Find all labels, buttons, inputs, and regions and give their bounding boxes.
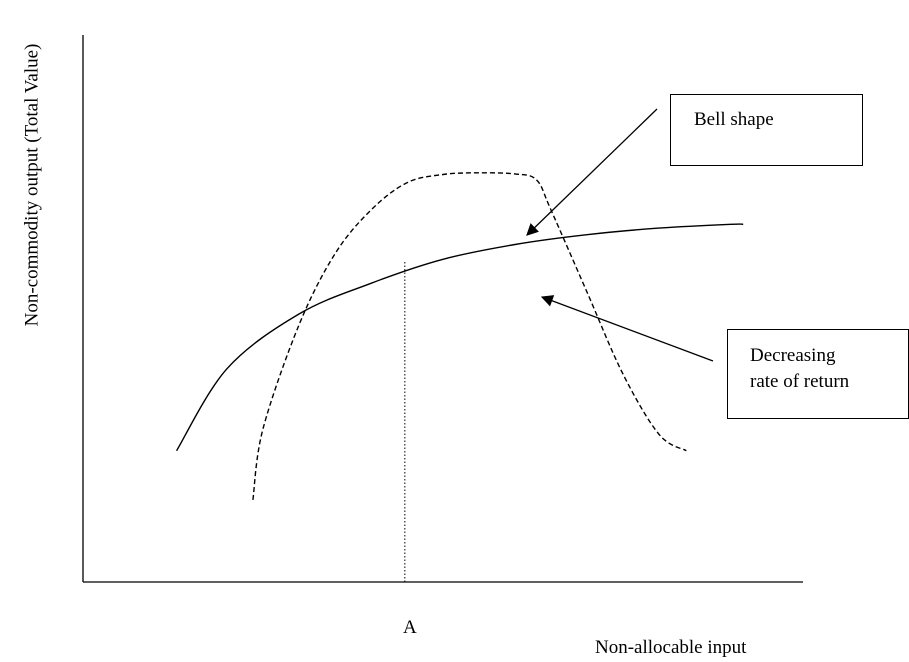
decreasing-rate-annotation-line-1: Decreasing bbox=[750, 345, 836, 366]
x-tick-label-a: A bbox=[403, 617, 417, 638]
bell-shape-arrow bbox=[526, 108, 658, 236]
bell-shape-annotation-box: Bell shape bbox=[670, 94, 863, 166]
decreasing-rate-annotation-line-2: rate of return bbox=[750, 371, 850, 393]
series-decreasing-rate-line bbox=[176, 223, 744, 452]
decreasing-rate-arrow bbox=[540, 295, 714, 362]
y-axis-label: Non-commodity output (Total Value) bbox=[21, 43, 43, 327]
bell-shape-annotation-text: Bell shape bbox=[694, 109, 774, 130]
x-axis-label: Non-allocable input bbox=[595, 637, 747, 658]
series-bell-shape-line bbox=[252, 172, 687, 500]
decreasing-rate-annotation-box: Decreasing rate of return bbox=[727, 329, 909, 419]
